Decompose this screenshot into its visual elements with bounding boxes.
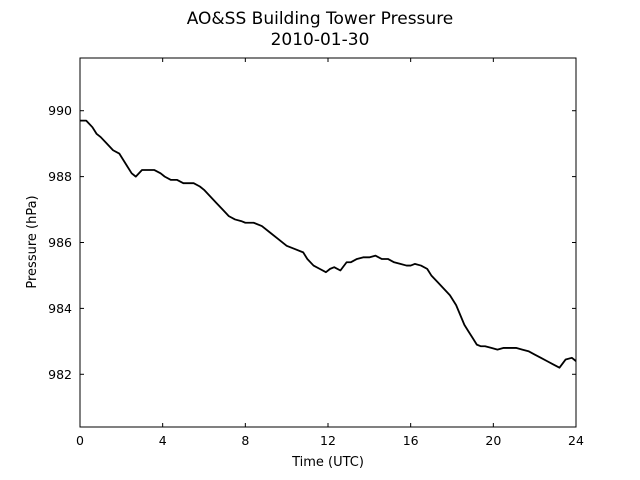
x-tick-label: 8 [241, 433, 249, 448]
x-axis-label: Time (UTC) [291, 455, 364, 470]
x-tick-label: 4 [159, 433, 167, 448]
x-tick-label: 24 [568, 433, 584, 448]
y-tick-label: 988 [48, 169, 72, 184]
y-axis: 982 984 986 988 990 [48, 103, 576, 382]
y-axis-label: Pressure (hPa) [25, 195, 40, 288]
y-tick-label: 990 [48, 103, 72, 118]
chart-subtitle: 2010-01-30 [271, 30, 370, 50]
x-tick-label: 20 [485, 433, 501, 448]
y-tick-label: 986 [48, 235, 72, 250]
x-tick-label: 12 [320, 433, 336, 448]
pressure-series-line [80, 119, 577, 369]
x-axis: 0 4 8 12 16 20 24 [76, 58, 584, 448]
x-tick-label: 16 [403, 433, 419, 448]
chart-title: AO&SS Building Tower Pressure [187, 9, 454, 29]
plot-area-frame [79, 57, 577, 428]
x-tick-label: 0 [76, 433, 84, 448]
y-tick-label: 984 [48, 301, 72, 316]
y-tick-label: 982 [48, 367, 72, 382]
